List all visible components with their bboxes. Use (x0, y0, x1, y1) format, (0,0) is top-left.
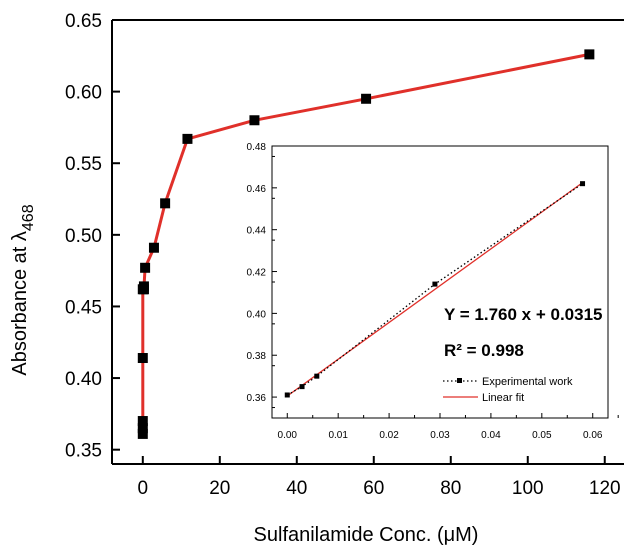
inset-data-point (432, 281, 438, 287)
main-data-point (137, 353, 148, 364)
inset-x-tick-label: 0.02 (379, 430, 399, 441)
inset-y-tick-label: 0.42 (247, 268, 267, 279)
y-axis-title: Absorbance at λ468 (9, 204, 37, 375)
inset-y-tick-label: 0.46 (247, 184, 267, 195)
x-tick-label: 100 (512, 478, 544, 499)
y-axis-title-subscript: 468 (20, 204, 37, 231)
x-tick-label: 80 (440, 478, 461, 499)
x-axis-title: Sulfanilamide Conc. (μM) (254, 524, 479, 546)
legend-experimental-marker (457, 378, 462, 383)
inset-data-point (580, 181, 586, 187)
x-tick-label: 0 (138, 478, 149, 499)
inset-y-tick-label: 0.48 (247, 142, 267, 153)
inset-y-tick-label: 0.40 (247, 309, 267, 320)
main-data-point (138, 281, 149, 292)
main-data-point (182, 133, 193, 144)
inset-x-tick-label: 0.01 (328, 430, 348, 441)
y-tick-label: 0.50 (65, 226, 102, 247)
main-data-point (137, 428, 148, 439)
inset-experimental-line (286, 183, 583, 396)
inset-x-tick-label: 0.04 (481, 430, 501, 441)
fit-equation: Y = 1.760 x + 0.0315 (444, 305, 603, 324)
inset-x-tick-label: 0.03 (430, 430, 450, 441)
legend-linear-fit-label: Linear fit (482, 392, 524, 404)
main-data-point (137, 416, 148, 427)
inset-data-point (314, 373, 320, 379)
inset-data-point (299, 384, 305, 390)
inset-plot: 0.36 0.38 0.40 0.42 0.44 0.46 0.48 0.00 0.01 0.02… (247, 142, 619, 441)
x-tick-label: 40 (286, 478, 307, 499)
inset-data-point (284, 392, 290, 398)
y-tick-label: 0.40 (65, 369, 102, 390)
inset-y-tick-label: 0.44 (247, 226, 267, 237)
inset-x-tick-label: 0.00 (278, 430, 298, 441)
y-tick-label: 0.65 (65, 11, 102, 32)
main-data-point (140, 262, 151, 273)
main-data-point (584, 49, 595, 60)
inset-y-tick-label: 0.38 (247, 351, 267, 362)
inset-legend: Experimental work Linear fit (443, 376, 573, 404)
x-tick-label: 120 (589, 478, 621, 499)
y-axis-title-main: Absorbance at λ (9, 231, 31, 376)
inset-frame (271, 145, 609, 419)
inset-x-tick-label: 0.06 (583, 430, 603, 441)
main-data-point (137, 423, 148, 434)
legend-experimental-label: Experimental work (482, 376, 573, 388)
y-tick-label: 0.45 (65, 297, 102, 318)
main-data-point (148, 242, 159, 253)
y-tick-label: 0.55 (65, 154, 102, 175)
y-tick-label: 0.60 (65, 83, 102, 104)
main-series-line (141, 52, 590, 434)
inset-y-tick-label: 0.36 (247, 393, 267, 404)
r-squared: R² = 0.998 (444, 341, 524, 360)
main-data-point (361, 93, 372, 104)
x-tick-label: 20 (209, 478, 230, 499)
main-data-point (160, 198, 171, 209)
main-data-point (249, 115, 260, 126)
x-tick-label: 60 (363, 478, 384, 499)
main-plot: 0.35 0.40 0.45 0.50 0.55 0.60 0.65 0 20 40 60 80 100… (65, 11, 624, 499)
inset-x-tick-label: 0.05 (532, 430, 552, 441)
y-tick-label: 0.35 (65, 441, 102, 462)
